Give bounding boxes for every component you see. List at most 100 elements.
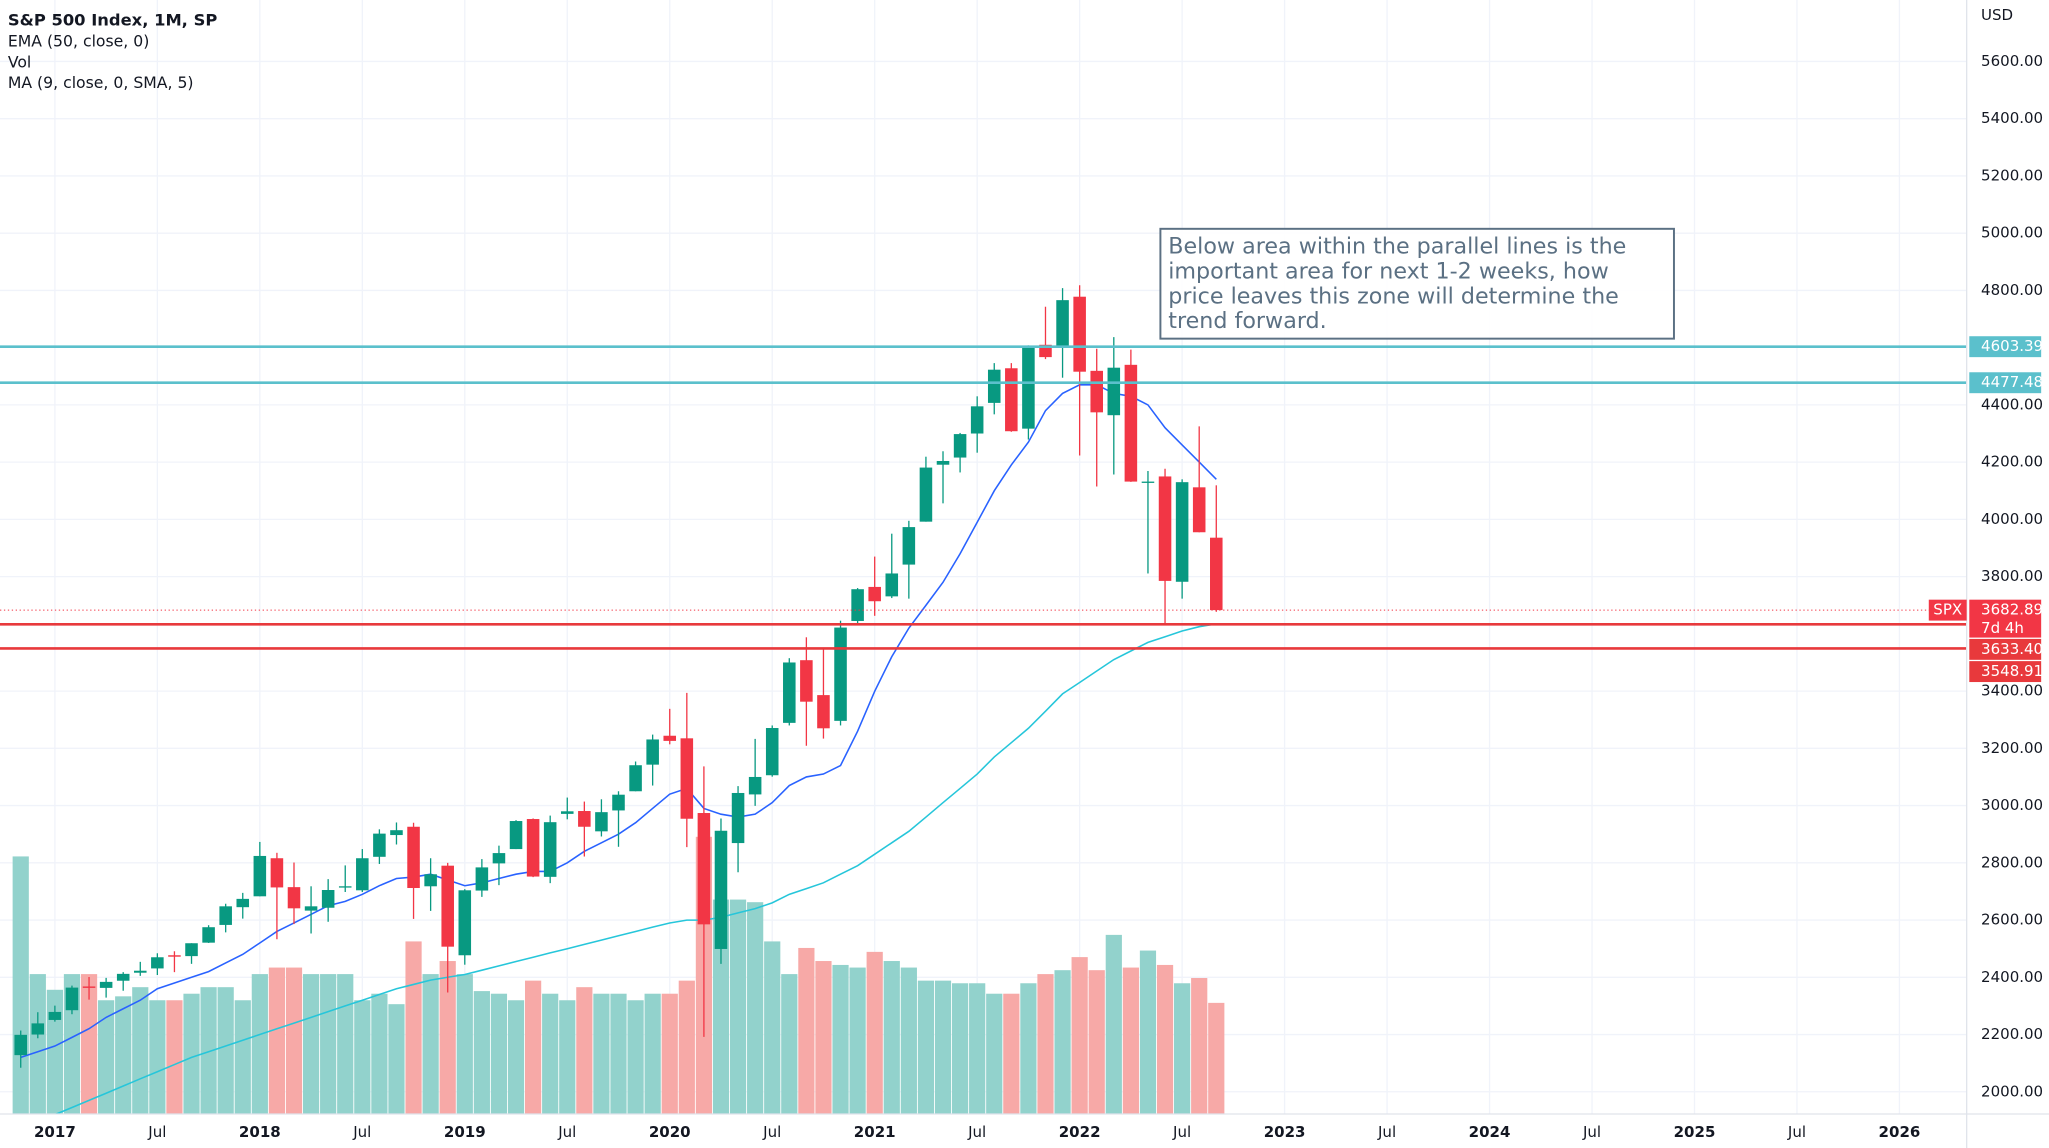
volume-bar (371, 993, 388, 1115)
annotation-line: trend forward. (1168, 308, 1326, 334)
x-tick-label: Jul (1377, 1123, 1396, 1141)
candle-body (526, 819, 540, 877)
candle-body (270, 858, 284, 888)
candle-body (492, 853, 506, 864)
candle-body (936, 460, 950, 465)
volume-bar (661, 993, 678, 1115)
candle-body (834, 627, 847, 721)
volume-bar (473, 991, 490, 1115)
plot-area (0, 285, 1967, 1115)
volume-bar (80, 974, 98, 1115)
volume-bar (866, 951, 883, 1115)
legend-entry: EMA (50, close, 0) (8, 31, 150, 50)
volume-bar (268, 967, 286, 1115)
candle-body (82, 986, 96, 988)
volume-bar (986, 993, 1003, 1115)
volume-bar (883, 961, 900, 1115)
volume-bar (1020, 983, 1037, 1115)
y-tick-label: 2400.00 (1981, 968, 2043, 986)
symbol-label: SPX (1933, 601, 1962, 619)
volume-bar (712, 899, 730, 1115)
x-tick-label: 2024 (1469, 1123, 1511, 1141)
axes: 2000.00 2200.00 2400.00 2600.00 2800.00 3000.… (34, 52, 2043, 1141)
y-tick-label: 4000.00 (1981, 510, 2043, 528)
x-tick-label: 2023 (1264, 1123, 1306, 1141)
annotation-line: important area for next 1-2 weeks, how (1168, 258, 1608, 284)
volume-bar (542, 993, 559, 1115)
x-tick-label: 2017 (34, 1123, 76, 1141)
legend-title: S&P 500 Index, 1M, SP (8, 10, 217, 29)
candle-body (595, 812, 608, 832)
volume-bar (1191, 978, 1208, 1115)
candle-body (885, 573, 899, 597)
x-tick-label: Jul (1787, 1123, 1806, 1141)
candle-body (373, 833, 386, 857)
volume-bar (166, 1000, 183, 1115)
y-tick-label: 2800.00 (1981, 853, 2043, 871)
candle-body (663, 735, 677, 741)
price-tag (1969, 599, 2042, 638)
volume-bar (644, 993, 661, 1115)
volume-bar (1003, 993, 1020, 1115)
candle-body (424, 874, 437, 887)
candle-body (697, 813, 711, 925)
x-tick-label: 2019 (444, 1123, 486, 1141)
x-tick-label: Jul (147, 1123, 166, 1141)
volume-bar (559, 1000, 576, 1115)
currency: USD (1981, 6, 2013, 24)
candle-body (236, 898, 250, 908)
y-tick-label: 3800.00 (1981, 567, 2043, 585)
volume-bar (490, 993, 508, 1115)
grid (0, 0, 1967, 1115)
level-label: 3548.91 (1981, 662, 2043, 680)
candle-body (14, 1034, 27, 1056)
x-tick-label: 2022 (1059, 1123, 1101, 1141)
level-tag (1969, 372, 2042, 394)
volume-bar (1139, 950, 1157, 1115)
candle-body (1005, 368, 1018, 432)
annotation: Below area within the parallel lines is … (1159, 227, 1675, 340)
volume-bar (115, 996, 132, 1115)
volume-bar (29, 974, 46, 1115)
volume-bar (1122, 967, 1139, 1115)
volume-bar (747, 902, 764, 1115)
volume-bar (1037, 974, 1054, 1115)
volume-bar (525, 980, 542, 1115)
candle-body (1107, 367, 1121, 416)
candle-body (509, 821, 523, 850)
candle-body (253, 855, 267, 897)
legend-entry: Vol (8, 52, 31, 71)
volume-bar (337, 974, 354, 1115)
volume-bar (610, 993, 627, 1115)
y-tick-label: 3200.00 (1981, 739, 2043, 757)
x-tick-label: 2025 (1674, 1123, 1716, 1141)
y-tick-label: 2600.00 (1981, 911, 2043, 929)
candle-body (731, 792, 745, 844)
volume-bar (1088, 970, 1105, 1115)
candle-body (31, 1023, 45, 1035)
candle-body (919, 467, 933, 522)
volume-bar (234, 1000, 251, 1115)
candle-body (629, 765, 642, 792)
x-tick-label: Jul (1172, 1123, 1191, 1141)
y-tick-label: 5200.00 (1981, 166, 2043, 184)
candle-body (851, 589, 864, 621)
volume-bar (729, 899, 747, 1115)
volume-bar (456, 974, 473, 1115)
candle-body (543, 822, 557, 877)
x-tick-label: 2021 (854, 1123, 896, 1141)
y-tick-label: 3400.00 (1981, 682, 2043, 700)
x-tick-label: Jul (557, 1123, 576, 1141)
x-tick-label: 2026 (1879, 1123, 1921, 1141)
volume-bar (354, 1000, 371, 1115)
annotation-line: Below area within the parallel lines is … (1168, 234, 1626, 260)
volume-bar (1208, 1002, 1225, 1115)
candle-body (748, 776, 762, 795)
symbol-tag (1928, 599, 1967, 621)
x-tick-label: Jul (967, 1123, 986, 1141)
candle-body (458, 890, 472, 956)
indicator-line (20, 384, 1217, 1059)
volume-bar (46, 989, 63, 1115)
candle-body (48, 1011, 62, 1020)
